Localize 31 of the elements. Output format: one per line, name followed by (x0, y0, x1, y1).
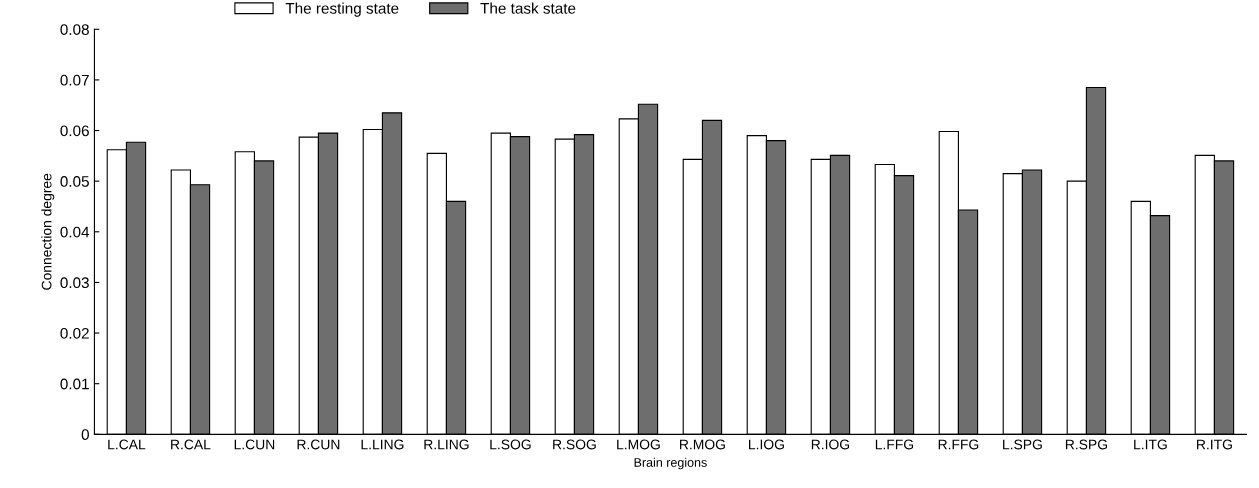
y-tick-label: 0 (81, 429, 89, 441)
x-tick-label: R.CUN (297, 439, 340, 450)
y-tick-label: 0.03 (60, 277, 89, 289)
x-tick-label: R.SOG (553, 439, 596, 450)
y-tick-label: 0.08 (60, 24, 89, 35)
x-tick-label: R.MOG (680, 439, 725, 450)
x-tick-label: R.CAL (171, 439, 211, 450)
x-tick-label: L.SOG (490, 439, 531, 450)
x-tick-label: L.FFG (875, 439, 914, 450)
y-tick-label: 0.07 (60, 74, 89, 86)
x-tick-label: R.IOG (811, 439, 850, 450)
x-tick-label: L.ITG (1134, 439, 1167, 450)
y-tick-label: 0.06 (60, 125, 89, 137)
x-tick-label: R.LING (424, 439, 469, 450)
x-tick-label: L.LING (361, 439, 404, 450)
x-tick-label: L.IOG (749, 439, 784, 450)
y-axis-title: Connection degree (41, 173, 55, 290)
x-tick-label: R.SPG (1065, 439, 1107, 450)
x-tick-label: R.ITG (1197, 439, 1232, 450)
x-tick-label: L.MOG (617, 439, 660, 450)
x-tick-label: R.FFG (938, 439, 979, 450)
legend-label: The task state (480, 2, 576, 14)
x-tick-label: L.SPG (1003, 439, 1042, 450)
y-tick-label: 0.04 (60, 226, 90, 238)
x-tick-label: L.CUN (234, 439, 275, 450)
x-tick-label: L.CAL (108, 439, 146, 450)
y-tick-label: 0.02 (60, 327, 89, 339)
x-axis-title: Brain regions (634, 457, 707, 470)
y-tick-label: 0.01 (60, 378, 89, 390)
legend-label: The resting state (285, 2, 399, 17)
y-tick-label: 0.05 (60, 176, 89, 187)
